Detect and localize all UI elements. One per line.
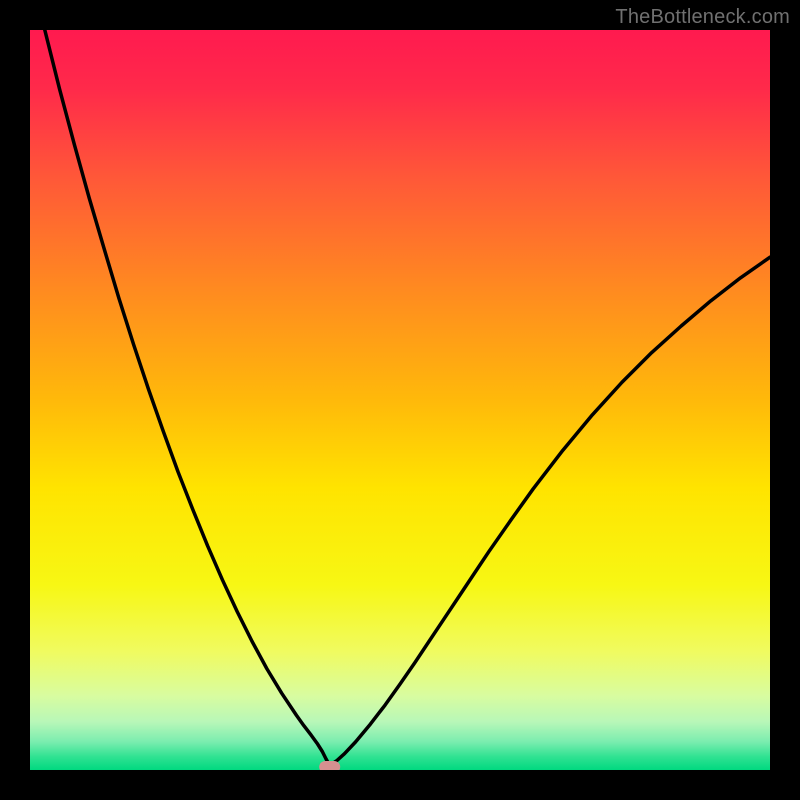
gradient-background	[30, 30, 770, 770]
chart-frame: TheBottleneck.com	[0, 0, 800, 800]
minimum-marker	[319, 761, 340, 770]
watermark-text: TheBottleneck.com	[615, 6, 790, 29]
plot-area	[30, 30, 770, 770]
plot-svg	[30, 30, 770, 770]
